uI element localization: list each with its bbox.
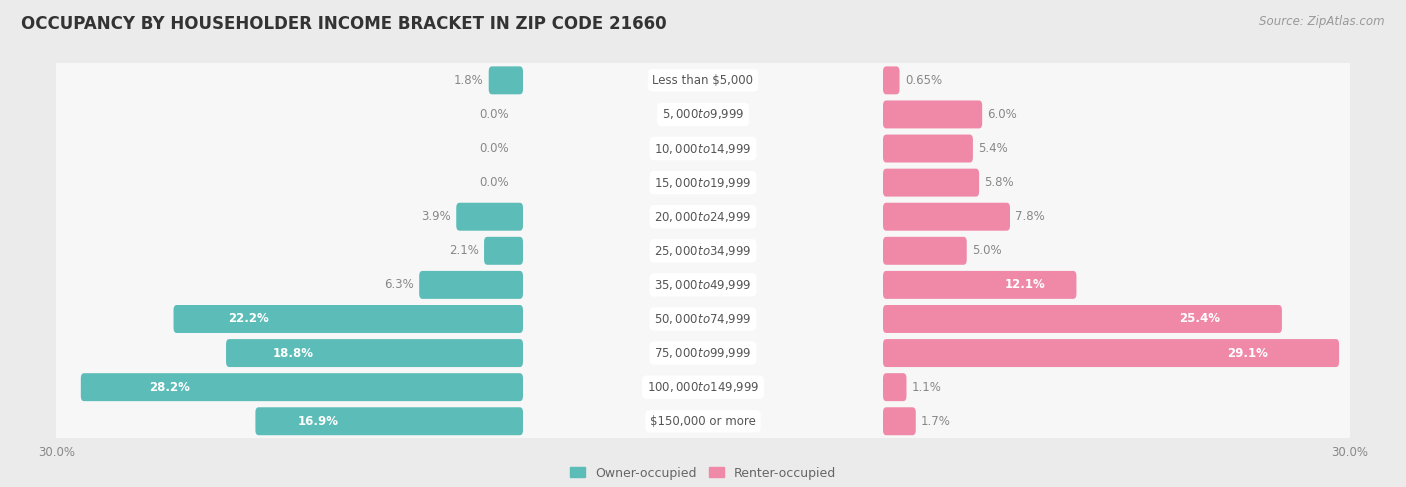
FancyBboxPatch shape (53, 295, 1353, 343)
Text: $100,000 to $149,999: $100,000 to $149,999 (647, 380, 759, 394)
Text: 1.8%: 1.8% (454, 74, 484, 87)
Text: 18.8%: 18.8% (273, 347, 314, 359)
Legend: Owner-occupied, Renter-occupied: Owner-occupied, Renter-occupied (565, 462, 841, 485)
Text: 1.1%: 1.1% (912, 381, 942, 393)
FancyBboxPatch shape (53, 261, 1353, 309)
FancyBboxPatch shape (883, 134, 973, 163)
Text: $15,000 to $19,999: $15,000 to $19,999 (654, 176, 752, 189)
FancyBboxPatch shape (484, 237, 523, 265)
FancyBboxPatch shape (53, 56, 1353, 105)
Text: OCCUPANCY BY HOUSEHOLDER INCOME BRACKET IN ZIP CODE 21660: OCCUPANCY BY HOUSEHOLDER INCOME BRACKET … (21, 15, 666, 33)
Text: 5.8%: 5.8% (984, 176, 1014, 189)
FancyBboxPatch shape (457, 203, 523, 231)
Text: 2.1%: 2.1% (449, 244, 478, 257)
Text: Source: ZipAtlas.com: Source: ZipAtlas.com (1260, 15, 1385, 28)
FancyBboxPatch shape (53, 124, 1353, 173)
FancyBboxPatch shape (883, 237, 967, 265)
FancyBboxPatch shape (53, 226, 1353, 275)
FancyBboxPatch shape (883, 66, 900, 94)
FancyBboxPatch shape (883, 271, 1077, 299)
FancyBboxPatch shape (53, 363, 1353, 412)
Text: $150,000 or more: $150,000 or more (650, 415, 756, 428)
FancyBboxPatch shape (883, 305, 1282, 333)
Text: $25,000 to $34,999: $25,000 to $34,999 (654, 244, 752, 258)
Text: 16.9%: 16.9% (298, 415, 339, 428)
FancyBboxPatch shape (80, 373, 523, 401)
FancyBboxPatch shape (53, 397, 1353, 446)
Text: 29.1%: 29.1% (1227, 347, 1268, 359)
FancyBboxPatch shape (53, 329, 1353, 377)
Text: $5,000 to $9,999: $5,000 to $9,999 (662, 108, 744, 121)
Text: 28.2%: 28.2% (149, 381, 190, 393)
FancyBboxPatch shape (883, 100, 983, 129)
Text: 25.4%: 25.4% (1178, 313, 1220, 325)
FancyBboxPatch shape (883, 203, 1010, 231)
Text: 0.0%: 0.0% (479, 142, 509, 155)
FancyBboxPatch shape (53, 158, 1353, 207)
Text: 5.0%: 5.0% (972, 244, 1001, 257)
Text: 7.8%: 7.8% (1015, 210, 1045, 223)
FancyBboxPatch shape (419, 271, 523, 299)
Text: 22.2%: 22.2% (228, 313, 269, 325)
Text: 6.3%: 6.3% (384, 279, 413, 291)
Text: $35,000 to $49,999: $35,000 to $49,999 (654, 278, 752, 292)
Text: 5.4%: 5.4% (979, 142, 1008, 155)
FancyBboxPatch shape (883, 373, 907, 401)
Text: 0.65%: 0.65% (905, 74, 942, 87)
Text: Less than $5,000: Less than $5,000 (652, 74, 754, 87)
Text: $20,000 to $24,999: $20,000 to $24,999 (654, 210, 752, 224)
FancyBboxPatch shape (883, 407, 915, 435)
Text: $10,000 to $14,999: $10,000 to $14,999 (654, 142, 752, 155)
FancyBboxPatch shape (883, 169, 979, 197)
Text: 12.1%: 12.1% (1004, 279, 1045, 291)
FancyBboxPatch shape (489, 66, 523, 94)
FancyBboxPatch shape (53, 90, 1353, 139)
FancyBboxPatch shape (226, 339, 523, 367)
Text: 3.9%: 3.9% (422, 210, 451, 223)
Text: $50,000 to $74,999: $50,000 to $74,999 (654, 312, 752, 326)
Text: 6.0%: 6.0% (987, 108, 1018, 121)
FancyBboxPatch shape (53, 192, 1353, 241)
Text: 0.0%: 0.0% (479, 176, 509, 189)
Text: $75,000 to $99,999: $75,000 to $99,999 (654, 346, 752, 360)
FancyBboxPatch shape (883, 339, 1339, 367)
Text: 1.7%: 1.7% (921, 415, 950, 428)
FancyBboxPatch shape (256, 407, 523, 435)
FancyBboxPatch shape (173, 305, 523, 333)
Text: 0.0%: 0.0% (479, 108, 509, 121)
